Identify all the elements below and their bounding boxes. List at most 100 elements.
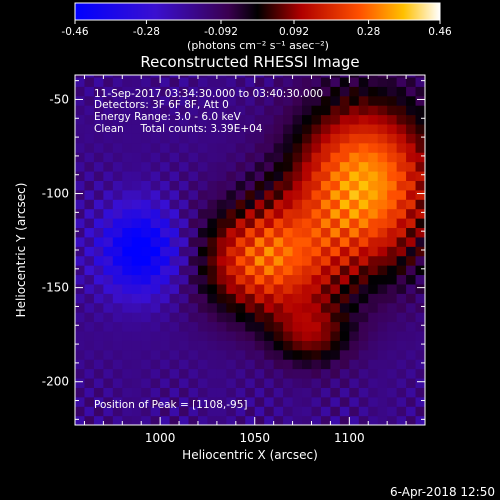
heatmap-cell: [207, 406, 218, 417]
heatmap-cell: [179, 75, 190, 78]
heatmap-cell: [283, 189, 294, 200]
heatmap-cell: [84, 180, 95, 191]
heatmap-cell: [330, 396, 341, 407]
heatmap-cell: [84, 114, 95, 125]
heatmap-cell: [141, 368, 152, 379]
heatmap-cell: [188, 406, 199, 417]
heatmap-cell: [207, 340, 218, 351]
heatmap-cell: [188, 95, 199, 106]
heatmap-cell: [377, 387, 388, 398]
heatmap-cell: [320, 368, 332, 379]
heatmap-cell: [387, 330, 398, 341]
heatmap-cell: [179, 312, 190, 323]
heatmap-cell: [292, 86, 303, 97]
heatmap-cell: [141, 180, 152, 191]
colorbar-tick-label: -0.46: [61, 26, 88, 38]
heatmap-cell: [339, 105, 350, 116]
heatmap-cell: [406, 368, 417, 379]
heatmap-cell: [93, 95, 104, 106]
heatmap-cell: [358, 274, 369, 285]
heatmap-cell: [396, 302, 407, 313]
heatmap-cell: [368, 274, 379, 285]
heatmap-cell: [320, 283, 332, 294]
heatmap-cell: [197, 133, 209, 144]
heatmap-cell: [112, 368, 123, 379]
heatmap-cell: [358, 208, 369, 219]
heatmap-cell: [283, 170, 294, 181]
heatmap-cell: [377, 265, 388, 276]
heatmap-cell: [387, 387, 398, 398]
heatmap-cell: [264, 330, 275, 341]
heatmap-cell: [330, 142, 341, 153]
heatmap-cell: [254, 114, 265, 125]
heatmap-cell: [103, 170, 114, 181]
heatmap-cell: [216, 189, 227, 200]
heatmap-cell: [150, 377, 161, 388]
heatmap-cell: [406, 180, 417, 191]
heatmap-cell: [330, 359, 341, 370]
heatmap-cell: [349, 180, 360, 191]
heatmap-cell: [103, 359, 114, 370]
heatmap-cell: [254, 321, 265, 332]
heatmap-cell: [292, 255, 303, 266]
heatmap-cell: [415, 377, 425, 388]
heatmap-cell: [292, 114, 303, 125]
heatmap-cell: [141, 152, 152, 163]
heatmap-cell: [358, 114, 369, 125]
heatmap-cell: [396, 387, 407, 398]
heatmap-cell: [93, 218, 104, 229]
heatmap-cell: [292, 246, 303, 257]
heatmap-cell: [75, 274, 86, 285]
heatmap-cell: [207, 368, 218, 379]
heatmap-cell: [169, 170, 180, 181]
heatmap-cell: [254, 236, 265, 247]
heatmap-cell: [216, 377, 227, 388]
heatmap-cell: [188, 161, 199, 172]
heatmap-cell: [122, 170, 133, 181]
heatmap-cell: [349, 236, 360, 247]
heatmap-cell: [103, 105, 114, 116]
heatmap-cell: [245, 265, 256, 276]
heatmap-cell: [406, 152, 417, 163]
heatmap-cell: [283, 368, 294, 379]
heatmap-cell: [112, 255, 123, 266]
heatmap-cell: [320, 330, 332, 341]
heatmap-cell: [349, 265, 360, 276]
heatmap-cell: [122, 293, 133, 304]
heatmap-cell: [264, 274, 275, 285]
heatmap-cell: [226, 312, 237, 323]
heatmap-cell: [396, 161, 407, 172]
heatmap-cell: [311, 170, 322, 181]
heatmap-cell: [150, 312, 161, 323]
heatmap-cell: [75, 75, 86, 78]
heatmap-cell: [292, 340, 303, 351]
heatmap-cell: [273, 236, 284, 247]
heatmap-cell: [339, 340, 350, 351]
heatmap-cell: [150, 246, 161, 257]
heatmap-cell: [122, 199, 133, 210]
heatmap-cell: [235, 180, 246, 191]
heatmap-cell: [387, 377, 398, 388]
heatmap-cell: [188, 330, 199, 341]
heatmap-cell: [179, 340, 190, 351]
heatmap-cell: [141, 312, 152, 323]
heatmap-cell: [75, 95, 86, 106]
heatmap-cell: [226, 180, 237, 191]
heatmap-cell: [377, 406, 388, 417]
heatmap-cell: [226, 189, 237, 200]
y-tick-label: -150: [42, 281, 69, 295]
heatmap-cell: [368, 368, 379, 379]
heatmap-cell: [122, 152, 133, 163]
heatmap-cell: [131, 227, 142, 238]
heatmap-cell: [169, 180, 180, 191]
heatmap-cell: [349, 330, 360, 341]
heatmap-cell: [368, 161, 379, 172]
heatmap-cell: [273, 246, 284, 257]
x-tick-label: 1050: [239, 431, 270, 445]
heatmap-cell: [349, 255, 360, 266]
heatmap-cell: [179, 246, 190, 257]
heatmap-cell: [112, 406, 123, 417]
heatmap-cell: [292, 330, 303, 341]
heatmap-cell: [188, 246, 199, 257]
heatmap-cell: [349, 123, 360, 134]
